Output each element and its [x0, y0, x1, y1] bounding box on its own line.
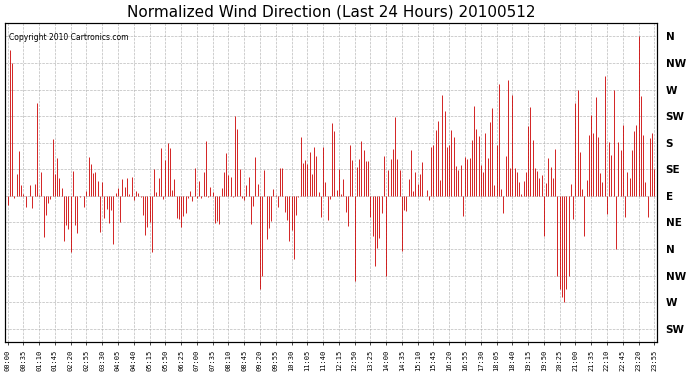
Text: Copyright 2010 Cartronics.com: Copyright 2010 Cartronics.com	[8, 33, 128, 42]
Title: Normalized Wind Direction (Last 24 Hours) 20100512: Normalized Wind Direction (Last 24 Hours…	[127, 4, 535, 19]
